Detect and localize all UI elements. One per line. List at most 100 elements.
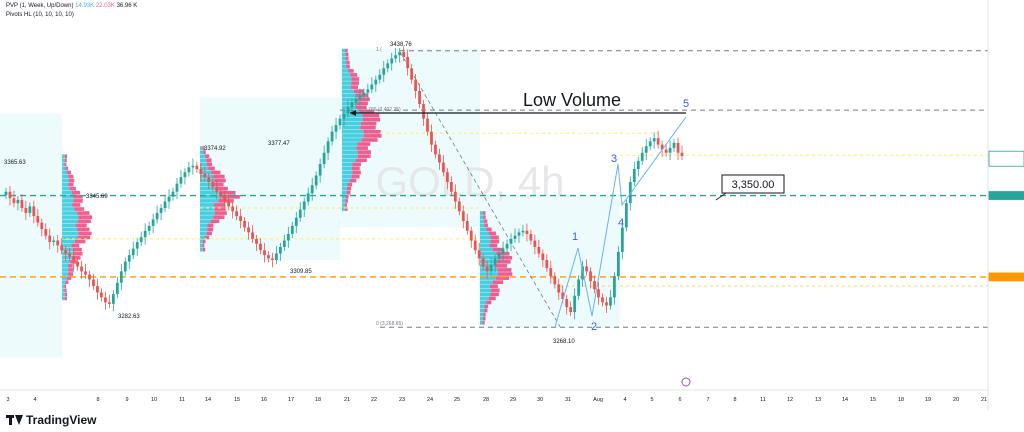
profile-bar-down <box>484 223 488 228</box>
candle-body <box>680 152 684 156</box>
profile-bar-down <box>202 239 206 244</box>
profile-bar-down <box>348 69 354 73</box>
candle-body <box>613 276 616 298</box>
candle-body <box>338 118 342 126</box>
profile-bar-up <box>480 316 484 321</box>
price-axis <box>987 0 1024 410</box>
candle-body <box>76 261 79 267</box>
profile-bar-up <box>62 190 72 195</box>
candle-body <box>16 199 20 204</box>
candle-body <box>231 206 235 212</box>
profile-bar-down <box>347 182 353 187</box>
candle-body <box>382 68 386 75</box>
candle-body <box>410 68 413 80</box>
profile-bar-up <box>62 260 71 264</box>
profile-bar-up <box>342 142 358 146</box>
candle-body <box>147 225 151 231</box>
elliott-wave-path <box>554 116 687 328</box>
volume-profile-zone <box>0 113 62 358</box>
profile-bar-down <box>356 101 368 106</box>
candle-body <box>648 141 652 147</box>
candle-body <box>620 227 624 252</box>
candle-body <box>378 74 382 80</box>
wave-label: 4 <box>618 217 624 229</box>
indicator-legend-pivots[interactable]: Pivots HL (10, 10, 10, 10) <box>6 12 74 18</box>
profile-bar-up <box>342 93 357 98</box>
arrow-head-icon <box>350 110 356 116</box>
profile-bar-up <box>342 158 356 163</box>
candle-body <box>267 255 270 259</box>
candle-body <box>227 201 231 207</box>
candle-body <box>215 186 219 192</box>
candle-body <box>561 292 565 299</box>
profile-bar-up <box>480 280 493 284</box>
profile-bar-up <box>342 101 357 106</box>
profile-bar-down <box>215 186 228 191</box>
profile-bar-up <box>200 211 215 215</box>
time-tick-label: 8 <box>733 397 736 403</box>
candle-body <box>32 206 36 217</box>
time-tick-label: 17 <box>288 397 294 403</box>
indicator-value-total: 36.96 K <box>116 3 138 9</box>
profile-bar-down <box>486 300 492 305</box>
profile-bar-up <box>62 255 73 260</box>
profile-bar-up <box>342 199 346 203</box>
indicator-legend-pvp[interactable]: PVP (1, Week, Up/Down) 14.93K 22.03K 36.… <box>6 3 137 9</box>
profile-bar-down <box>73 251 83 256</box>
candle-body <box>203 173 207 178</box>
profile-bar-up <box>200 182 213 187</box>
candle-body <box>104 297 107 303</box>
candle-body <box>485 266 489 272</box>
candle-body <box>40 222 44 230</box>
candle-body <box>457 201 461 212</box>
candle-body <box>430 131 433 145</box>
profile-bar-down <box>64 158 67 163</box>
profile-bar-up <box>480 219 485 224</box>
profile-bar-down <box>346 190 351 195</box>
profile-bar-up <box>62 207 75 211</box>
candle-body <box>96 286 99 293</box>
tradingview-logo[interactable]: TradingView <box>6 413 96 427</box>
profile-bar-up <box>62 154 65 159</box>
profile-bar-down <box>69 186 76 191</box>
profile-bar-down <box>359 109 375 114</box>
profile-bar-up <box>342 170 353 175</box>
time-tick-label: 15 <box>870 397 876 403</box>
candle-body <box>60 245 64 251</box>
profile-bar-up <box>200 154 206 159</box>
candle-body <box>294 217 298 226</box>
profile-bar-down <box>65 280 69 284</box>
profile-bar-down <box>65 166 69 171</box>
profile-bar-down <box>356 93 369 98</box>
profile-bar-up <box>480 235 491 240</box>
profile-bar-up <box>342 65 347 69</box>
profile-bar-down <box>203 150 206 154</box>
wave-label: 5 <box>683 98 689 110</box>
candle-body <box>581 266 584 280</box>
candle-body <box>362 92 366 96</box>
profile-bar-up <box>342 207 346 211</box>
candle-body <box>609 297 612 306</box>
candle-body <box>251 232 254 239</box>
candle-body <box>12 198 16 204</box>
profile-bar-down <box>490 292 499 297</box>
profile-bar-down <box>346 65 350 69</box>
candle-body <box>354 99 358 103</box>
candle-body <box>616 251 620 277</box>
profile-bar-up <box>342 166 352 171</box>
profile-bar-down <box>496 276 510 280</box>
profile-bar-up <box>342 154 358 159</box>
chart-watermark: GOLD, 4h <box>375 158 564 205</box>
profile-bar-down <box>218 199 234 203</box>
candle-body <box>350 102 354 108</box>
profile-bar-up <box>200 158 207 163</box>
candle-body <box>509 238 513 244</box>
candle-body <box>175 183 179 192</box>
profile-bar-down <box>77 235 91 240</box>
profile-bar-down <box>77 219 91 224</box>
profile-bar-down <box>64 162 67 167</box>
time-tick-label: 8 <box>96 397 99 403</box>
candle-body <box>8 191 12 199</box>
profile-bar-down <box>362 117 381 122</box>
